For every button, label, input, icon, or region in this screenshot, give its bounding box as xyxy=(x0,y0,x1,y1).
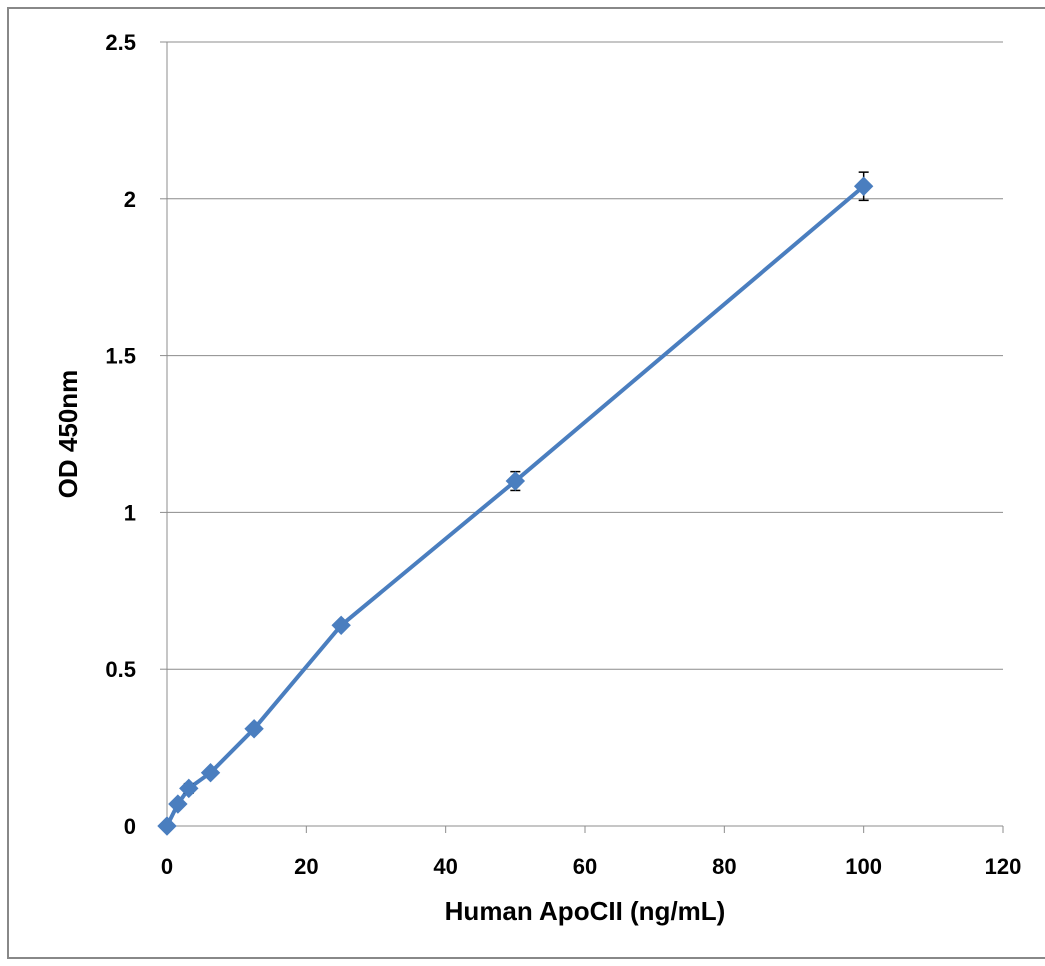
data-point xyxy=(331,615,351,636)
y-tick-label: 1.5 xyxy=(105,344,136,369)
y-axis-title: OD 450nm xyxy=(53,370,83,499)
y-tick-label: 2.5 xyxy=(105,30,136,55)
y-tick-label: 2 xyxy=(124,187,136,212)
x-tick-label: 20 xyxy=(294,854,318,879)
axes xyxy=(160,41,1004,833)
grid-lines xyxy=(167,41,1003,670)
x-tick-label: 0 xyxy=(161,854,173,879)
x-tick-label: 80 xyxy=(712,854,736,879)
data-point xyxy=(179,778,199,799)
data-point xyxy=(244,719,264,739)
x-tick-labels: 0 20 40 60 80 100 120 xyxy=(161,854,1021,879)
data-point xyxy=(853,176,874,196)
data-point xyxy=(200,762,221,783)
x-axis-title: Human ApoCII (ng/mL) xyxy=(445,896,726,926)
y-tick-label: 1 xyxy=(124,500,136,525)
y-tick-label: 0 xyxy=(124,814,136,839)
x-tick-label: 120 xyxy=(985,854,1022,879)
data-point xyxy=(157,816,177,836)
data-series xyxy=(157,171,874,836)
x-tick-label: 40 xyxy=(433,854,457,879)
x-tick-label: 60 xyxy=(573,854,597,879)
data-point xyxy=(505,471,526,491)
y-tick-label: 0.5 xyxy=(105,657,136,682)
series-line xyxy=(165,184,865,827)
x-tick-label: 100 xyxy=(845,854,882,879)
y-tick-labels: 0 0.5 1 1.5 2 2.5 xyxy=(105,30,136,839)
data-point xyxy=(168,794,188,814)
